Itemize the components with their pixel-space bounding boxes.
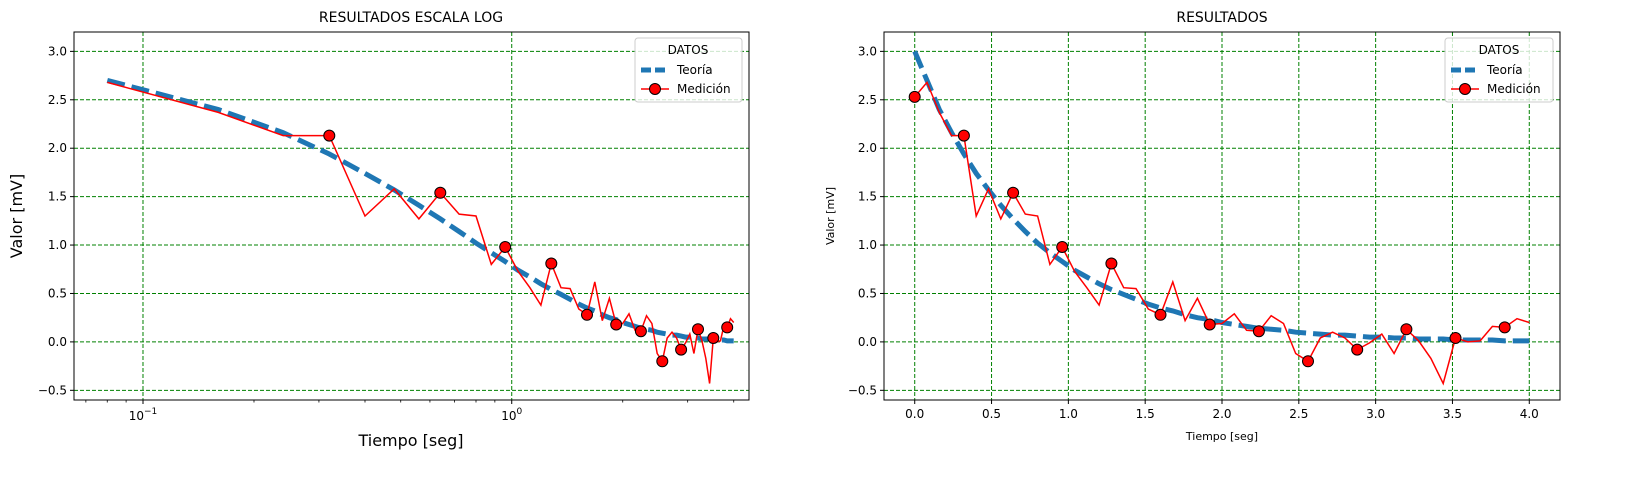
- x-tick-label: 10−1: [129, 407, 158, 423]
- medicion-point: [675, 343, 688, 356]
- medicion-point: [1351, 343, 1364, 356]
- medicion-point: [957, 129, 970, 142]
- legend-box-log: [634, 37, 743, 103]
- medicion-point: [707, 332, 720, 344]
- series-medicion-log: [107, 81, 735, 384]
- legend-box-linear: [1444, 37, 1554, 103]
- medicion-point: [610, 318, 623, 331]
- x-tick-label: 3.5: [1443, 407, 1462, 421]
- y-tick-label: 0.5: [48, 286, 67, 300]
- x-tick-label: 2.0: [1212, 407, 1231, 421]
- x-axis-label-log: Tiempo [seg]: [357, 431, 463, 450]
- grid-linear: [884, 32, 1560, 400]
- y-tick-label: 3.0: [858, 44, 877, 58]
- medicion-point: [1154, 308, 1167, 321]
- medicion-point: [1007, 186, 1020, 199]
- y-tick-label: −0.5: [38, 383, 67, 397]
- y-tick-label: −0.5: [848, 383, 877, 397]
- x-tick-label: 2.5: [1289, 407, 1308, 421]
- legend-swatch-medicion-marker-linear: [1459, 83, 1471, 95]
- medicion-point: [1105, 257, 1118, 270]
- legend-entry-teoria-log: Teoría: [676, 63, 713, 77]
- legend-linear: DATOS Teoría Medición: [1444, 37, 1554, 103]
- medicion-point: [1400, 323, 1413, 336]
- chart-title-linear: RESULTADOS: [1176, 10, 1267, 26]
- medicion-point: [434, 186, 447, 199]
- series-linear: [908, 50, 1530, 386]
- plot-frame-log: [73, 31, 750, 401]
- y-tick-label: 3.0: [48, 44, 67, 58]
- y-tick-label: 2.5: [48, 93, 67, 107]
- y-axis-label-linear: Valor [mV]: [824, 187, 837, 245]
- series-teoria-log: [106, 77, 734, 344]
- x-tick-label: 3.0: [1366, 407, 1385, 421]
- medicion-point: [721, 321, 734, 334]
- y-tick-label: 1.0: [858, 238, 877, 252]
- medicion-point: [499, 241, 512, 253]
- x-tick-label: 4.0: [1520, 407, 1539, 421]
- y-tick-label: 2.0: [858, 141, 877, 155]
- medicion-point: [1449, 332, 1462, 344]
- medicion-point: [1302, 355, 1314, 368]
- chart-linear: −0.5 0.0 0.5 1.0 1.5 2.0 2.5 3.0 0.0 0.5 1.0 1.5 2.0…: [824, 10, 1561, 443]
- medicion-point: [545, 257, 558, 270]
- x-tick-label: 0.0: [905, 407, 924, 421]
- y-tick-label: 0.0: [48, 335, 67, 349]
- medicion-point: [1203, 318, 1216, 331]
- series-teoria-linear: [912, 50, 1530, 344]
- medicion-point: [323, 129, 336, 142]
- series-log: [106, 77, 735, 384]
- medicion-point: [581, 308, 593, 321]
- y-tick-label: 0.0: [858, 335, 877, 349]
- y-axis-label-log: Valor [mV]: [7, 174, 26, 258]
- y-tick-label: 1.0: [48, 238, 67, 252]
- legend-entry-medicion-log: Medición: [677, 82, 731, 96]
- grid-log: [74, 32, 749, 400]
- medicion-point: [692, 323, 704, 336]
- legend-entry-teoria-linear: Teoría: [1486, 63, 1523, 77]
- chart-log: −0.5 0.0 0.5 1.0 1.5 2.0 2.5 3.0 10−1 100 RESULTA…: [7, 10, 750, 450]
- y-tick-label: 1.5: [48, 190, 67, 204]
- legend-title-log: DATOS: [668, 43, 709, 57]
- medicion-point: [1252, 325, 1265, 338]
- medicion-point: [1498, 321, 1511, 334]
- chart-title-log: RESULTADOS ESCALA LOG: [319, 10, 503, 26]
- medicion-point: [908, 90, 921, 103]
- x-axis-label-linear: Tiempo [seg]: [1185, 430, 1258, 443]
- ticks-log: −0.5 0.0 0.5 1.0 1.5 2.0 2.5 3.0 10−1 100: [38, 44, 735, 423]
- x-tick-label: 1.0: [1059, 407, 1078, 421]
- legend-swatch-medicion-marker-log: [649, 83, 661, 95]
- y-tick-label: 2.5: [858, 93, 877, 107]
- medicion-point: [1056, 241, 1069, 253]
- y-tick-label: 0.5: [858, 286, 877, 300]
- x-tick-label: 0.5: [982, 407, 1001, 421]
- medicion-point: [634, 325, 647, 338]
- y-tick-label: 1.5: [858, 190, 877, 204]
- y-tick-label: 2.0: [48, 141, 67, 155]
- x-tick-label: 100: [501, 407, 522, 423]
- x-tick-label: 1.5: [1136, 407, 1155, 421]
- legend-log: DATOS Teoría Medición: [634, 37, 743, 103]
- legend-title-linear: DATOS: [1479, 43, 1520, 57]
- medicion-point: [656, 355, 669, 368]
- legend-entry-medicion-linear: Medición: [1487, 82, 1541, 96]
- ticks-linear: −0.5 0.0 0.5 1.0 1.5 2.0 2.5 3.0 0.0 0.5 1.0 1.5 2.0…: [848, 44, 1539, 421]
- series-medicion-linear: [914, 80, 1530, 386]
